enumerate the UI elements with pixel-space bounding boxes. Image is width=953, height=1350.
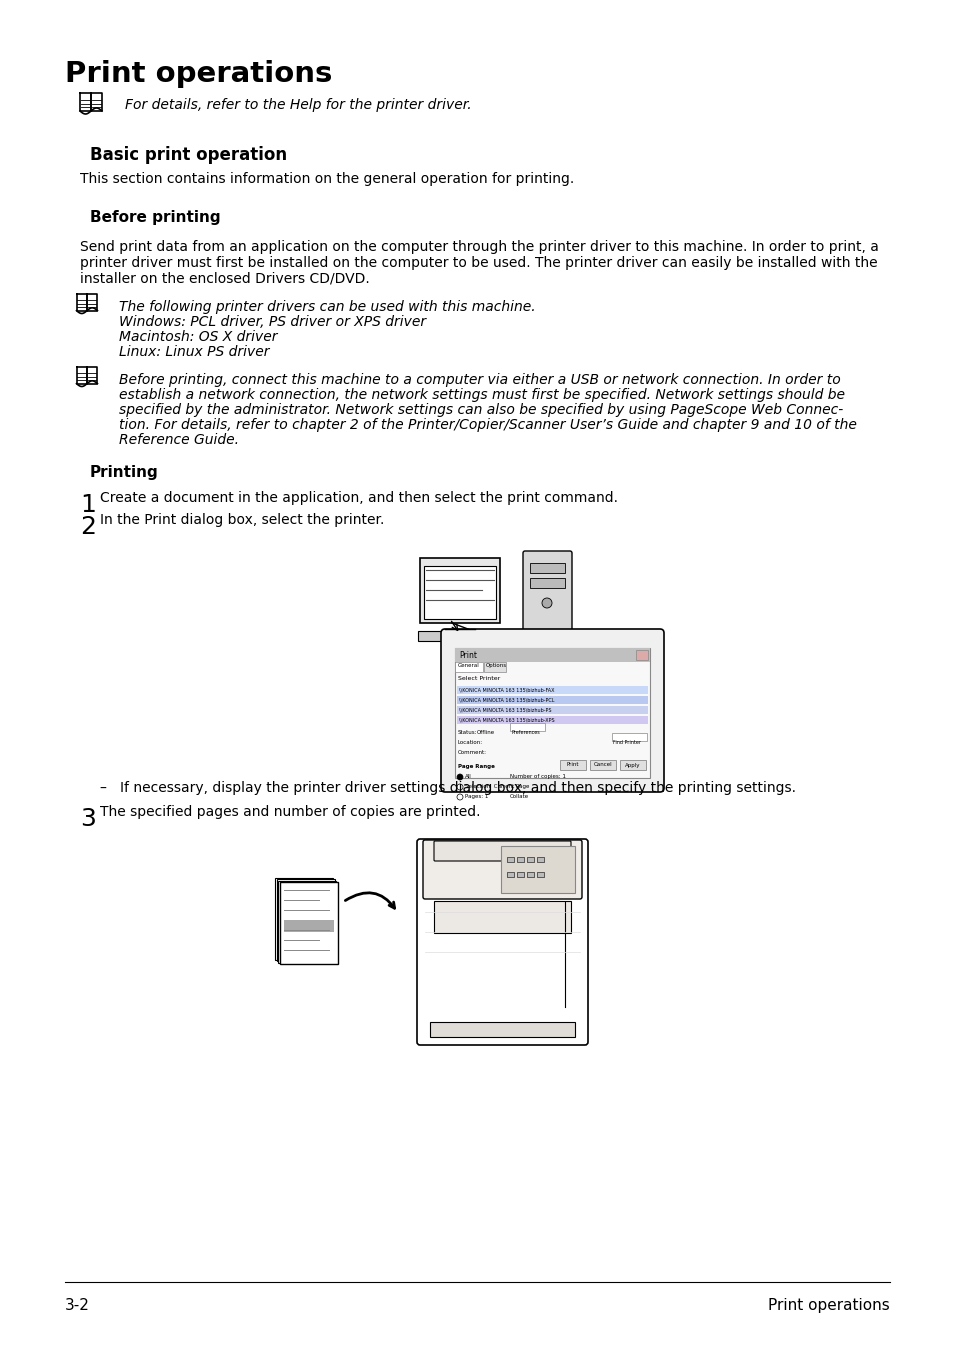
FancyBboxPatch shape xyxy=(430,1022,575,1037)
Bar xyxy=(517,872,523,878)
Text: For details, refer to the Help for the printer driver.: For details, refer to the Help for the p… xyxy=(125,99,471,112)
Bar xyxy=(506,872,514,878)
Bar xyxy=(537,872,543,878)
Text: Status:: Status: xyxy=(457,730,477,734)
Text: The specified pages and number of copies are printed.: The specified pages and number of copies… xyxy=(100,805,480,819)
FancyBboxPatch shape xyxy=(456,697,647,703)
Text: Pages: 1: Pages: 1 xyxy=(464,794,488,799)
FancyBboxPatch shape xyxy=(559,760,585,770)
Text: Select Printer: Select Printer xyxy=(457,676,499,680)
Text: Before printing, connect this machine to a computer via either a USB or network : Before printing, connect this machine to… xyxy=(119,373,840,387)
Bar xyxy=(537,857,543,863)
FancyBboxPatch shape xyxy=(280,882,337,964)
Circle shape xyxy=(541,598,552,608)
FancyBboxPatch shape xyxy=(456,706,647,714)
FancyBboxPatch shape xyxy=(278,880,336,963)
Text: \\KONICA MINOLTA 163 135\bizhub-XPS: \\KONICA MINOLTA 163 135\bizhub-XPS xyxy=(458,717,554,722)
FancyBboxPatch shape xyxy=(636,649,647,660)
Text: Offline: Offline xyxy=(476,730,495,734)
Text: In the Print dialog box, select the printer.: In the Print dialog box, select the prin… xyxy=(100,513,384,526)
Text: tion. For details, refer to chapter 2 of the Printer/Copier/Scanner User’s Guide: tion. For details, refer to chapter 2 of… xyxy=(119,418,856,432)
FancyBboxPatch shape xyxy=(417,630,501,641)
Text: specified by the administrator. Network settings can also be specified by using : specified by the administrator. Network … xyxy=(119,404,842,417)
Text: Print: Print xyxy=(458,651,476,660)
FancyBboxPatch shape xyxy=(455,662,482,672)
Text: Selection  Current Page: Selection Current Page xyxy=(464,784,529,788)
Text: Print operations: Print operations xyxy=(767,1297,889,1314)
Text: –   If necessary, display the printer driver settings dialog box, and then speci: – If necessary, display the printer driv… xyxy=(100,782,795,795)
FancyBboxPatch shape xyxy=(440,629,663,792)
Bar xyxy=(517,857,523,863)
FancyBboxPatch shape xyxy=(612,733,646,741)
FancyBboxPatch shape xyxy=(456,716,647,724)
Text: The following printer drivers can be used with this machine.: The following printer drivers can be use… xyxy=(119,300,535,315)
FancyBboxPatch shape xyxy=(416,838,587,1045)
Circle shape xyxy=(456,794,462,801)
FancyBboxPatch shape xyxy=(276,879,335,961)
FancyBboxPatch shape xyxy=(530,563,564,572)
FancyBboxPatch shape xyxy=(619,760,645,770)
Circle shape xyxy=(456,774,462,780)
Text: Basic print operation: Basic print operation xyxy=(90,146,287,163)
Bar xyxy=(526,872,534,878)
Text: Number of copies: 1: Number of copies: 1 xyxy=(510,774,565,779)
Text: Printing: Printing xyxy=(90,464,158,481)
Text: Preferences: Preferences xyxy=(512,730,540,734)
Text: Print operations: Print operations xyxy=(65,59,332,88)
Text: installer on the enclosed Drivers CD/DVD.: installer on the enclosed Drivers CD/DVD… xyxy=(80,271,370,286)
FancyBboxPatch shape xyxy=(589,760,616,770)
Text: General: General xyxy=(457,663,479,668)
Text: Page Range: Page Range xyxy=(457,764,495,769)
FancyBboxPatch shape xyxy=(284,919,334,931)
Text: \\KONICA MINOLTA 163 135\bizhub-PCL: \\KONICA MINOLTA 163 135\bizhub-PCL xyxy=(458,697,554,702)
Text: Comment:: Comment: xyxy=(457,751,486,755)
Text: Create a document in the application, and then select the print command.: Create a document in the application, an… xyxy=(100,491,618,505)
Text: Collate: Collate xyxy=(510,794,529,799)
Text: Send print data from an application on the computer through the printer driver t: Send print data from an application on t… xyxy=(80,240,878,254)
FancyBboxPatch shape xyxy=(455,648,649,662)
Text: 1: 1 xyxy=(80,493,95,517)
Bar xyxy=(506,857,514,863)
FancyBboxPatch shape xyxy=(522,551,572,645)
FancyBboxPatch shape xyxy=(500,846,575,892)
Text: establish a network connection, the network settings must first be specified. Ne: establish a network connection, the netw… xyxy=(119,387,844,402)
Text: Find Printer: Find Printer xyxy=(613,740,640,745)
Text: Windows: PCL driver, PS driver or XPS driver: Windows: PCL driver, PS driver or XPS dr… xyxy=(119,315,426,329)
FancyBboxPatch shape xyxy=(434,900,571,933)
Circle shape xyxy=(456,784,462,790)
FancyBboxPatch shape xyxy=(510,724,544,730)
Text: printer driver must first be installed on the computer to be used. The printer d: printer driver must first be installed o… xyxy=(80,256,877,270)
Text: \\KONICA MINOLTA 163 135\bizhub-PS: \\KONICA MINOLTA 163 135\bizhub-PS xyxy=(458,707,551,711)
FancyBboxPatch shape xyxy=(423,566,496,620)
Text: Reference Guide.: Reference Guide. xyxy=(119,433,239,447)
FancyBboxPatch shape xyxy=(434,841,571,861)
Text: Macintosh: OS X driver: Macintosh: OS X driver xyxy=(119,329,277,344)
Text: 3: 3 xyxy=(80,807,95,832)
FancyBboxPatch shape xyxy=(419,558,499,622)
Text: This section contains information on the general operation for printing.: This section contains information on the… xyxy=(80,171,574,186)
Text: Apply: Apply xyxy=(624,763,640,768)
Ellipse shape xyxy=(505,630,519,651)
Text: 2: 2 xyxy=(80,514,96,539)
Text: Location:: Location: xyxy=(457,740,482,745)
Text: Print: Print xyxy=(566,763,578,768)
FancyBboxPatch shape xyxy=(422,840,581,899)
Bar xyxy=(526,857,534,863)
Text: Linux: Linux PS driver: Linux: Linux PS driver xyxy=(119,346,269,359)
Text: Before printing: Before printing xyxy=(90,211,220,225)
Text: 3-2: 3-2 xyxy=(65,1297,90,1314)
FancyBboxPatch shape xyxy=(275,878,334,960)
FancyBboxPatch shape xyxy=(456,686,647,694)
FancyBboxPatch shape xyxy=(530,578,564,589)
Text: Options: Options xyxy=(485,663,507,668)
FancyBboxPatch shape xyxy=(455,648,649,778)
Text: Cancel: Cancel xyxy=(593,763,612,768)
Text: \\KONICA MINOLTA 163 135\bizhub-FAX: \\KONICA MINOLTA 163 135\bizhub-FAX xyxy=(458,687,554,693)
FancyBboxPatch shape xyxy=(483,662,505,672)
Text: All: All xyxy=(464,774,471,779)
